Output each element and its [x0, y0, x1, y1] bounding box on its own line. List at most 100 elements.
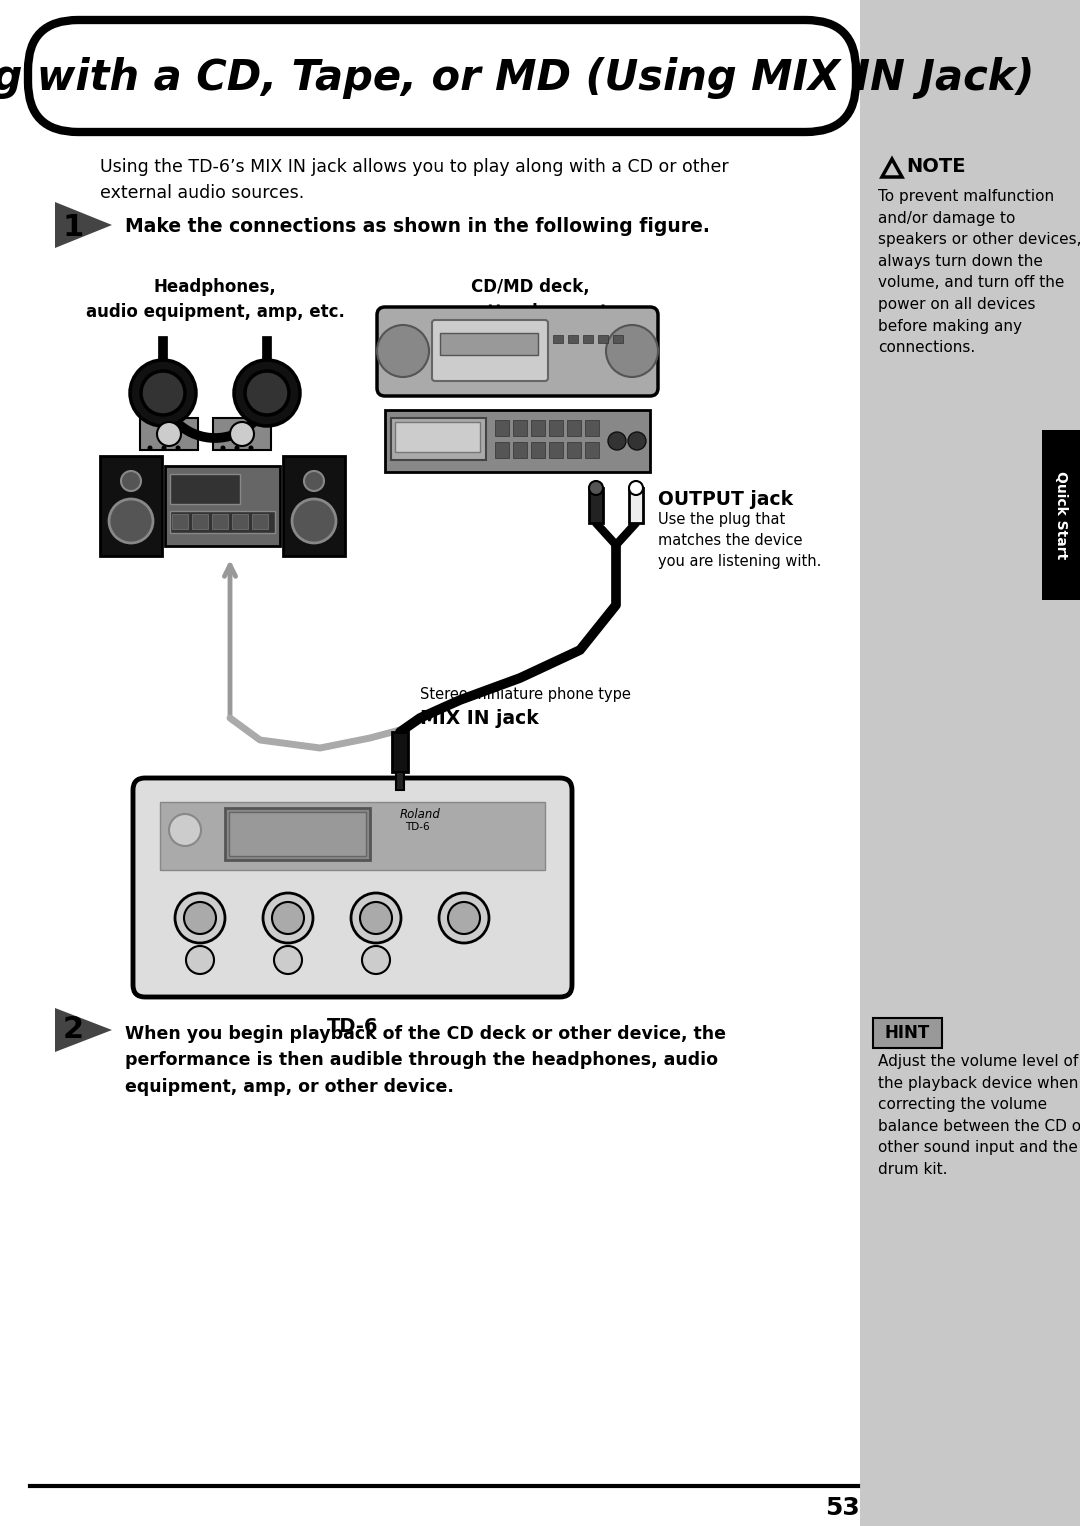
Text: 2: 2: [63, 1015, 84, 1044]
Text: OUTPUT jack: OUTPUT jack: [658, 490, 793, 510]
Bar: [170, 511, 275, 533]
Circle shape: [234, 446, 240, 450]
Text: TD-6: TD-6: [327, 1016, 378, 1036]
Bar: [613, 336, 623, 343]
Circle shape: [148, 446, 152, 450]
Bar: [172, 514, 188, 530]
Bar: [283, 456, 345, 555]
Text: CD/MD deck,
cassette player, etc.: CD/MD deck, cassette player, etc.: [435, 278, 624, 320]
Circle shape: [351, 893, 401, 943]
Circle shape: [184, 902, 216, 934]
Circle shape: [186, 946, 214, 974]
Bar: [213, 418, 271, 450]
Circle shape: [175, 446, 180, 450]
Circle shape: [292, 499, 336, 543]
Bar: [860, 0, 1080, 1526]
Bar: [212, 514, 228, 530]
Bar: [598, 336, 608, 343]
Text: Make the connections as shown in the following figure.: Make the connections as shown in the fol…: [125, 218, 710, 237]
Circle shape: [141, 371, 185, 415]
Circle shape: [360, 902, 392, 934]
Circle shape: [245, 371, 289, 415]
Bar: [549, 443, 563, 458]
Circle shape: [175, 893, 225, 943]
Text: Playing with a CD, Tape, or MD (Using MIX IN Jack): Playing with a CD, Tape, or MD (Using MI…: [0, 56, 1035, 99]
Text: 53: 53: [825, 1495, 860, 1520]
Circle shape: [608, 432, 626, 450]
Bar: [583, 336, 593, 343]
Polygon shape: [55, 1009, 112, 1051]
Circle shape: [274, 946, 302, 974]
FancyBboxPatch shape: [28, 20, 856, 133]
Circle shape: [303, 472, 324, 491]
Text: When you begin playback of the CD deck or other device, the
performance is then : When you begin playback of the CD deck o…: [125, 1025, 726, 1096]
Bar: [160, 803, 545, 870]
Circle shape: [629, 481, 643, 494]
Circle shape: [448, 902, 480, 934]
Bar: [549, 420, 563, 436]
Bar: [384, 410, 650, 472]
Bar: [531, 443, 545, 458]
Text: Adjust the volume level of
the playback device when
correcting the volume
balanc: Adjust the volume level of the playback …: [878, 1054, 1080, 1177]
Text: Headphones,
audio equipment, amp, etc.: Headphones, audio equipment, amp, etc.: [85, 278, 345, 320]
Bar: [1042, 430, 1080, 600]
Text: Stereo miniature phone type: Stereo miniature phone type: [420, 688, 631, 702]
FancyBboxPatch shape: [133, 778, 572, 996]
Circle shape: [121, 472, 141, 491]
Circle shape: [157, 423, 181, 446]
Text: 1: 1: [63, 212, 84, 241]
Circle shape: [362, 946, 390, 974]
Text: Roland: Roland: [400, 807, 441, 821]
Circle shape: [272, 902, 303, 934]
Circle shape: [109, 499, 153, 543]
Bar: [513, 443, 527, 458]
FancyBboxPatch shape: [432, 320, 548, 382]
Bar: [396, 772, 404, 790]
Circle shape: [168, 813, 201, 845]
Text: To prevent malfunction
and/or damage to
speakers or other devices,
always turn d: To prevent malfunction and/or damage to …: [878, 189, 1080, 356]
Bar: [229, 812, 366, 856]
Circle shape: [230, 423, 254, 446]
Bar: [513, 420, 527, 436]
Bar: [567, 420, 581, 436]
Bar: [567, 443, 581, 458]
Circle shape: [606, 325, 658, 377]
Bar: [531, 420, 545, 436]
Bar: [395, 423, 480, 452]
Bar: [495, 443, 509, 458]
Bar: [585, 443, 599, 458]
Circle shape: [438, 893, 489, 943]
Bar: [165, 465, 280, 546]
Text: NOTE: NOTE: [906, 157, 966, 177]
Bar: [192, 514, 208, 530]
Text: HINT: HINT: [885, 1024, 930, 1042]
Bar: [170, 475, 240, 504]
FancyBboxPatch shape: [377, 307, 658, 397]
Bar: [391, 418, 486, 459]
Bar: [495, 420, 509, 436]
Polygon shape: [55, 201, 112, 249]
Circle shape: [627, 432, 646, 450]
Circle shape: [220, 446, 226, 450]
Text: MIX IN jack: MIX IN jack: [420, 708, 539, 728]
Text: Use the plug that
matches the device
you are listening with.: Use the plug that matches the device you…: [658, 513, 822, 569]
Circle shape: [589, 481, 603, 494]
Bar: [392, 732, 408, 772]
Circle shape: [377, 325, 429, 377]
Circle shape: [130, 360, 195, 426]
Circle shape: [162, 446, 166, 450]
Bar: [440, 333, 538, 356]
Text: Quick Start: Quick Start: [1054, 472, 1068, 559]
Bar: [568, 336, 578, 343]
Text: Using the TD-6’s MIX IN jack allows you to play along with a CD or other
externa: Using the TD-6’s MIX IN jack allows you …: [100, 159, 729, 203]
Circle shape: [248, 446, 254, 450]
Bar: [100, 456, 162, 555]
Bar: [252, 514, 268, 530]
Bar: [629, 488, 643, 523]
Text: TD-6: TD-6: [405, 823, 430, 832]
Bar: [553, 336, 563, 343]
Circle shape: [264, 893, 313, 943]
Bar: [225, 807, 370, 861]
Bar: [589, 488, 603, 523]
Circle shape: [234, 360, 300, 426]
